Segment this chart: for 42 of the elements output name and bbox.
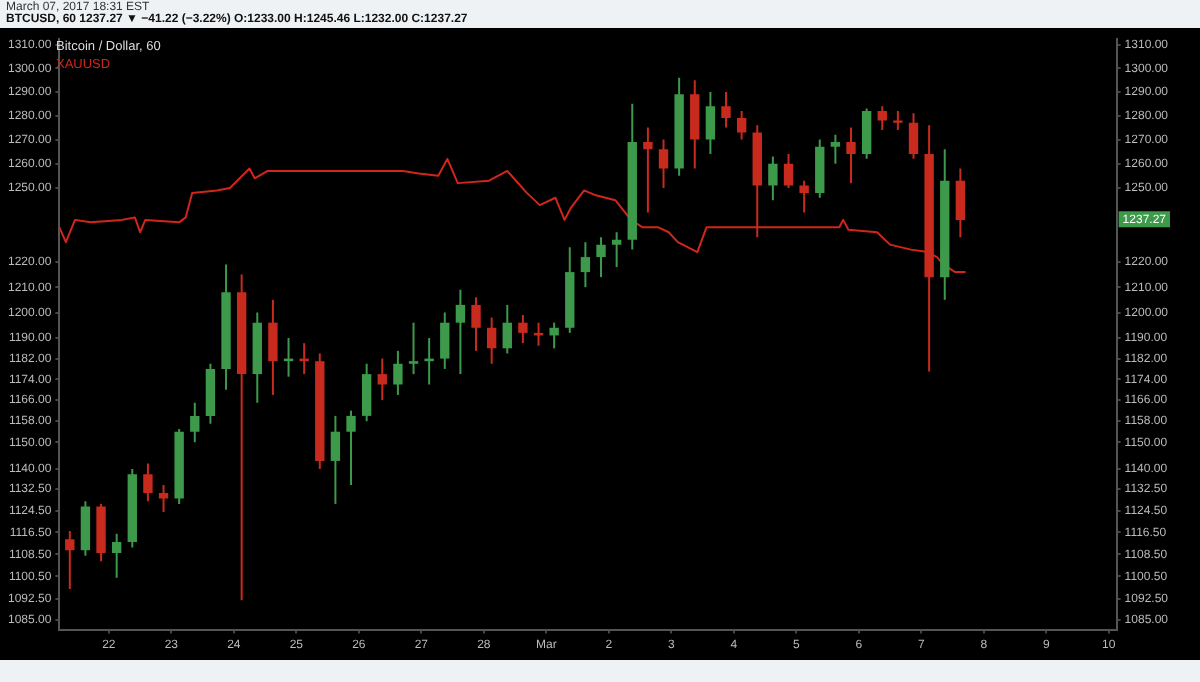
candlestick: [158, 484, 169, 514]
candlestick: [658, 138, 669, 189]
candlestick: [877, 105, 887, 131]
candlestick: [65, 530, 75, 590]
candlestick: [908, 112, 919, 160]
candlestick: [815, 138, 825, 199]
candlestick: [268, 298, 278, 396]
candlestick: [486, 316, 497, 365]
candlestick: [408, 321, 419, 376]
candlestick: [893, 109, 903, 131]
candlestick: [143, 462, 153, 503]
candlestick: [846, 126, 856, 185]
candlestick: [580, 241, 591, 289]
candlestick: [346, 409, 356, 487]
candlestick: [705, 90, 716, 156]
candlestick: [596, 236, 606, 279]
candlestick: [736, 109, 747, 141]
candlestick: [799, 179, 809, 214]
candlestick: [611, 231, 622, 269]
candlestick: [190, 401, 200, 444]
candlestick: [455, 288, 466, 376]
candlestick: [768, 155, 778, 202]
candlestick: [96, 502, 106, 563]
candlestick: [783, 153, 794, 189]
candlestick: [830, 133, 841, 165]
candlestick: [80, 500, 91, 557]
candlestick: [361, 362, 372, 423]
candlestick: [643, 126, 653, 214]
candlestick: [377, 357, 387, 402]
candlestick: [955, 167, 966, 239]
candlestick: [861, 107, 872, 160]
candlestick: [205, 362, 216, 425]
candlestick: [111, 532, 122, 579]
candlestick: [721, 90, 731, 129]
candlestick: [440, 311, 450, 370]
candlestick: [471, 296, 481, 352]
candlestick: [518, 314, 528, 345]
candlestick: [330, 414, 341, 505]
candlestick: [549, 321, 559, 350]
candlestick: [690, 79, 700, 170]
candlestick: [502, 303, 512, 355]
candlestick: [393, 349, 403, 396]
